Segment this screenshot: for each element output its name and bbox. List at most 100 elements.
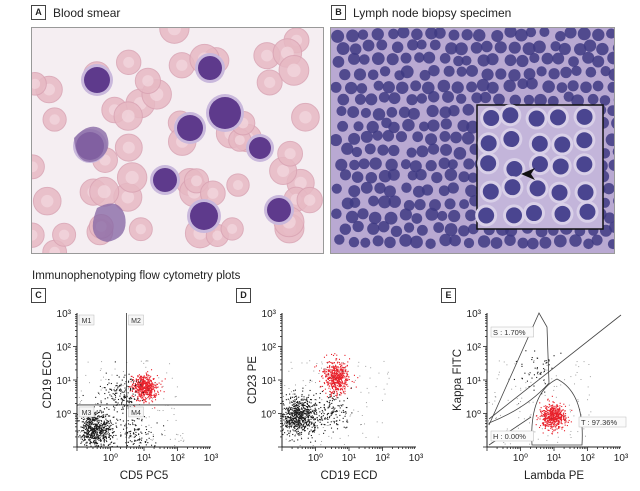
event-dot bbox=[332, 398, 334, 400]
event-dot bbox=[145, 389, 147, 391]
event-dot bbox=[545, 407, 547, 409]
event-dot bbox=[150, 431, 152, 433]
event-dot bbox=[146, 393, 148, 395]
event-dot bbox=[83, 439, 85, 441]
event-dot bbox=[286, 434, 288, 436]
event-dot bbox=[145, 382, 147, 384]
event-dot bbox=[559, 413, 561, 415]
red-blood-cells bbox=[32, 28, 323, 253]
event-dot bbox=[306, 408, 308, 411]
event-dot bbox=[285, 419, 288, 422]
event-dot bbox=[169, 363, 171, 365]
event-dot bbox=[556, 412, 558, 414]
event-dot bbox=[134, 385, 137, 387]
event-dot bbox=[331, 402, 333, 404]
event-dot bbox=[548, 413, 550, 415]
event-dot bbox=[318, 418, 321, 420]
event-dot bbox=[152, 384, 154, 386]
event-dot bbox=[105, 378, 107, 380]
event-dot bbox=[301, 405, 303, 407]
event-dot bbox=[544, 410, 546, 413]
event-dot bbox=[547, 417, 549, 419]
event-dot bbox=[553, 412, 555, 414]
event-dot bbox=[495, 418, 497, 419]
event-dot bbox=[555, 410, 558, 412]
tissue-nucleus bbox=[532, 40, 546, 54]
event-dot bbox=[326, 384, 329, 386]
event-dot bbox=[553, 419, 555, 421]
event-dot bbox=[327, 382, 329, 384]
event-dot bbox=[339, 419, 341, 421]
event-dot bbox=[80, 437, 82, 439]
event-dot bbox=[163, 425, 165, 427]
event-dot bbox=[560, 414, 562, 417]
event-dot bbox=[559, 407, 561, 409]
event-dot bbox=[284, 414, 286, 416]
event-dot bbox=[148, 389, 150, 391]
tissue-nucleus bbox=[443, 65, 455, 77]
event-dot bbox=[99, 425, 101, 427]
event-dot bbox=[344, 380, 347, 382]
event-dot bbox=[288, 422, 290, 425]
event-dot bbox=[555, 412, 557, 414]
event-dot bbox=[139, 388, 141, 390]
event-dot bbox=[541, 413, 543, 415]
event-dot bbox=[143, 376, 145, 378]
event-dot bbox=[142, 383, 144, 385]
event-dot bbox=[132, 381, 134, 383]
event-dot bbox=[111, 397, 113, 400]
event-dot bbox=[78, 430, 80, 432]
event-dot bbox=[331, 374, 333, 377]
event-dot bbox=[553, 413, 555, 415]
lymphocyte-nucleus bbox=[84, 67, 110, 93]
event-dot bbox=[292, 416, 295, 418]
event-dot bbox=[311, 421, 313, 423]
event-dot bbox=[99, 393, 100, 395]
event-dot bbox=[109, 434, 111, 437]
event-dot bbox=[96, 427, 98, 430]
event-dot bbox=[301, 429, 303, 431]
event-dot bbox=[337, 370, 339, 372]
event-dot bbox=[94, 429, 96, 431]
event-dot bbox=[150, 389, 152, 391]
event-dot bbox=[137, 392, 139, 394]
event-dot bbox=[297, 414, 299, 416]
event-dot bbox=[543, 413, 545, 416]
event-dot bbox=[146, 389, 148, 391]
event-dot bbox=[157, 390, 159, 392]
event-dot bbox=[337, 377, 339, 379]
event-dot bbox=[104, 423, 106, 425]
tissue-nucleus bbox=[517, 78, 529, 90]
event-dot bbox=[100, 379, 102, 381]
event-dot bbox=[126, 362, 128, 363]
event-dot bbox=[141, 385, 143, 387]
event-dot bbox=[330, 385, 333, 387]
event-dot bbox=[552, 411, 554, 413]
event-dot bbox=[95, 429, 97, 431]
event-dot bbox=[333, 376, 335, 378]
event-dot bbox=[539, 402, 541, 404]
event-dot bbox=[149, 388, 151, 390]
event-dot bbox=[89, 436, 91, 438]
event-dot bbox=[146, 374, 148, 376]
event-dot bbox=[288, 427, 290, 429]
event-dot bbox=[550, 422, 552, 424]
tissue-nucleus bbox=[339, 169, 352, 181]
event-dot bbox=[321, 419, 323, 421]
event-dot bbox=[332, 397, 334, 400]
event-dot bbox=[314, 418, 316, 420]
event-dot bbox=[86, 432, 88, 434]
event-dot bbox=[296, 409, 298, 411]
event-dot bbox=[87, 416, 89, 418]
tissue-nucleus bbox=[556, 82, 568, 93]
event-dot bbox=[141, 437, 143, 439]
event-dot bbox=[298, 408, 300, 410]
gate-label: H : 0.00% bbox=[493, 432, 526, 441]
tissue-nucleus bbox=[379, 66, 391, 77]
tissue-nucleus bbox=[337, 120, 349, 132]
event-dot bbox=[117, 387, 119, 389]
event-dot bbox=[551, 415, 553, 417]
x-tick-label: 10² bbox=[580, 453, 595, 464]
event-dot bbox=[290, 407, 292, 409]
event-dot bbox=[279, 414, 280, 415]
